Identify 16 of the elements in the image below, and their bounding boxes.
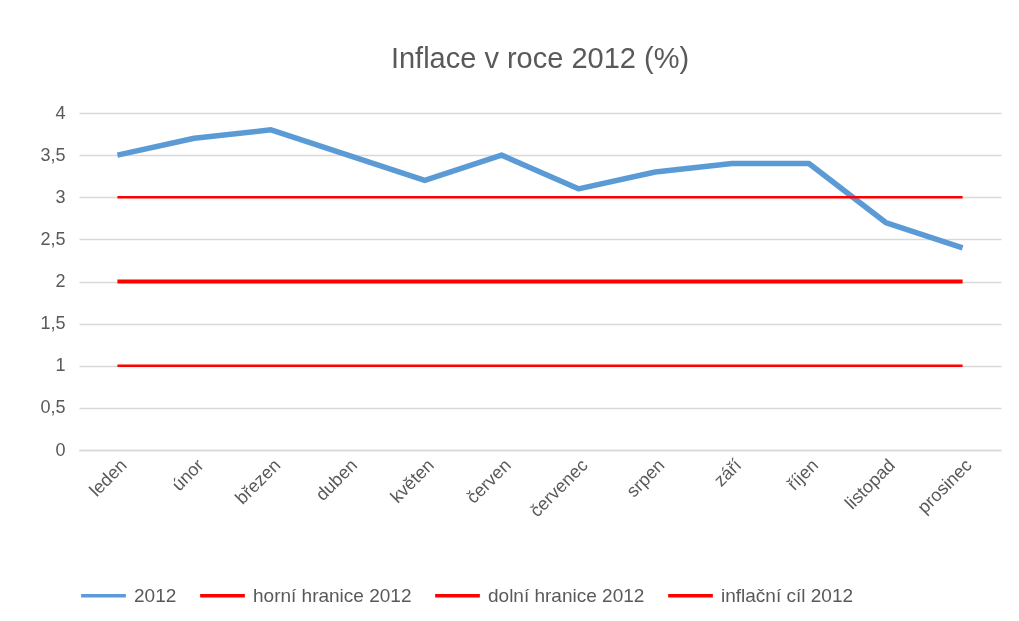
legend-label: 2012: [134, 584, 177, 606]
x-tick-label: září: [709, 455, 746, 491]
y-tick-label: 0: [55, 439, 66, 460]
y-tick-label: 1,5: [40, 313, 66, 334]
y-tick-label: 2,5: [40, 228, 66, 249]
y-tick-label: 1: [55, 355, 66, 376]
legend-label: dolní hranice 2012: [488, 584, 645, 606]
y-tick-label: 0,5: [40, 397, 66, 418]
legend-label: horní hranice 2012: [253, 584, 412, 606]
legend-label: inflační cíl 2012: [721, 584, 854, 606]
chart-title: Inflace v roce 2012 (%): [390, 42, 690, 74]
y-tick-label: 2: [55, 271, 66, 291]
x-tick-label: říjen: [783, 455, 823, 494]
y-tick-label: 3: [55, 186, 66, 207]
y-tick-label: 3,5: [40, 144, 66, 165]
y-tick-label: 4: [55, 102, 66, 123]
